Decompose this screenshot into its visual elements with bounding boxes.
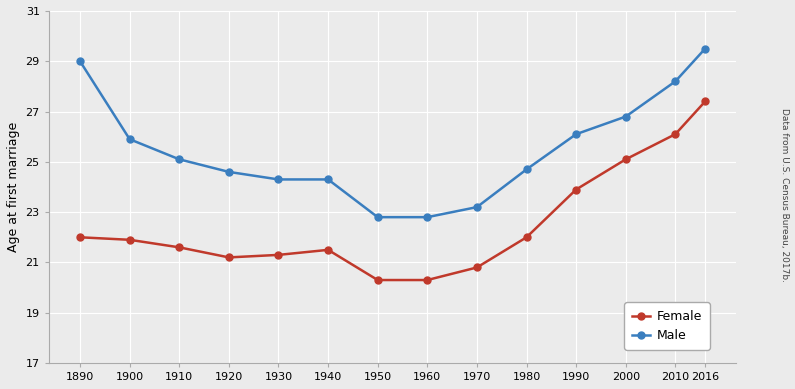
Male (422, 215, 432, 219)
Text: Data from U.S. Census Bureau, 2017b.: Data from U.S. Census Bureau, 2017b. (781, 107, 789, 282)
Female (373, 278, 382, 282)
Female (572, 187, 581, 192)
Line: Male: Male (76, 45, 708, 221)
Line: Female: Female (76, 98, 708, 284)
Male (671, 79, 681, 84)
Female (125, 237, 134, 242)
Female (522, 235, 531, 240)
Male (125, 137, 134, 142)
Male (273, 177, 283, 182)
Female (273, 252, 283, 257)
Male (621, 114, 630, 119)
Female (621, 157, 630, 162)
Female (700, 99, 710, 104)
Male (522, 167, 531, 172)
Male (174, 157, 184, 162)
Female (174, 245, 184, 250)
Male (572, 132, 581, 137)
Male (224, 170, 234, 174)
Male (76, 59, 85, 63)
Male (324, 177, 333, 182)
Female (422, 278, 432, 282)
Male (472, 205, 482, 209)
Male (700, 46, 710, 51)
Female (671, 132, 681, 137)
Y-axis label: Age at first marriage: Age at first marriage (7, 122, 20, 252)
Female (324, 247, 333, 252)
Legend: Female, Male: Female, Male (624, 303, 709, 350)
Female (224, 255, 234, 260)
Male (373, 215, 382, 219)
Female (472, 265, 482, 270)
Female (76, 235, 85, 240)
